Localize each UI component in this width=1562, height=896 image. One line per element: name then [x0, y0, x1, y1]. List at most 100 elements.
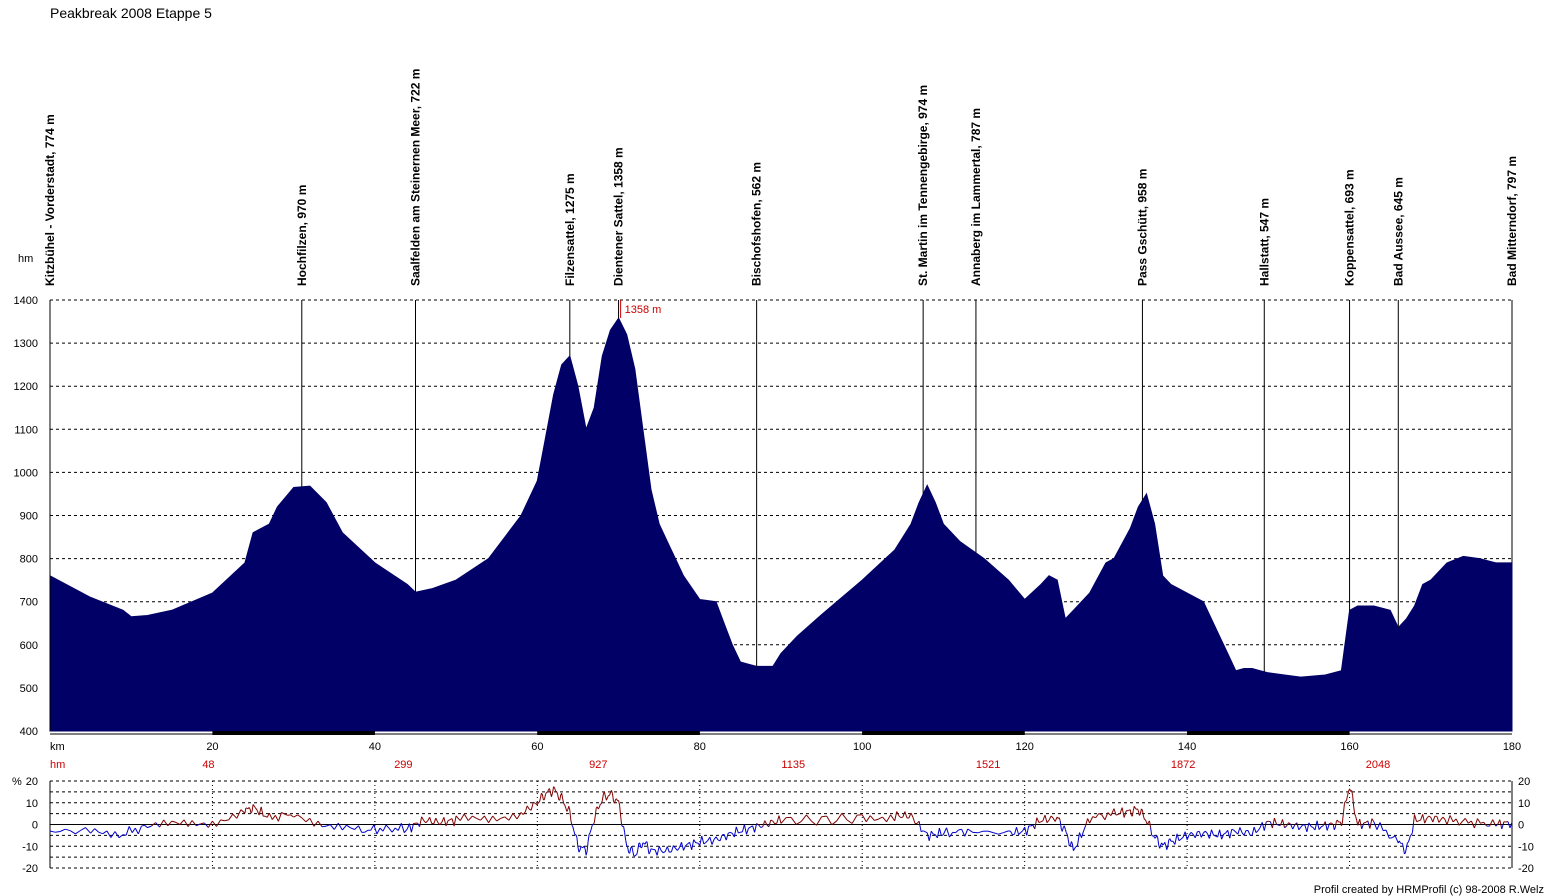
grade-segment [167, 820, 173, 827]
grade-segment [583, 845, 586, 849]
grade-segment [679, 842, 682, 848]
grade-segment [1048, 815, 1052, 821]
grade-segment [562, 798, 565, 804]
grade-segment [821, 815, 827, 818]
grade-segment [451, 818, 455, 827]
grade-segment [536, 802, 539, 805]
grade-segment [709, 836, 713, 845]
waypoint-label: Filzensattel, 1275 m [563, 173, 577, 286]
grade-segment [410, 823, 414, 833]
grade-segment [421, 816, 425, 821]
grade-segment [1145, 819, 1147, 823]
grade-segment [1473, 818, 1478, 829]
grade-segment [1300, 824, 1304, 828]
grade-segment [1016, 827, 1020, 835]
grade-tick-right: 20 [1518, 776, 1530, 788]
grade-segment [385, 824, 390, 829]
grade-segment [547, 789, 549, 793]
grade-segment [281, 811, 285, 815]
grade-segment [1346, 795, 1348, 801]
grade-segment [1069, 844, 1071, 847]
grade-segment [1334, 821, 1337, 828]
grade-segment [658, 845, 662, 851]
grade-segment [1190, 831, 1194, 835]
grade-segment [1436, 816, 1440, 823]
grade-segment [1198, 831, 1202, 838]
grade-segment [408, 823, 412, 833]
grade-segment [882, 816, 887, 823]
grade-segment [735, 826, 739, 834]
grade-segment [1411, 832, 1413, 835]
grade-segment [1489, 819, 1494, 827]
grade-segment [579, 846, 582, 851]
grade-segment [251, 804, 254, 812]
grade-segment [98, 831, 103, 835]
x-tick-label: 20 [206, 741, 218, 753]
grade-segment [1149, 820, 1152, 828]
grade-segment [1458, 821, 1463, 826]
grade-segment [561, 793, 564, 799]
y-tick-label: 800 [20, 554, 38, 566]
grade-segment [1188, 831, 1192, 836]
grade-segment [590, 825, 593, 830]
grade-segment [1083, 825, 1087, 832]
grade-segment [1038, 821, 1042, 823]
grade-segment [533, 801, 536, 804]
grade-segment [961, 829, 966, 837]
grade-segment [898, 815, 902, 819]
grade-segment [94, 828, 100, 833]
grade-segment [543, 794, 546, 800]
grade-segment [309, 818, 315, 827]
grade-segment [1213, 834, 1216, 837]
grade-segment [861, 814, 867, 822]
grade-segment [317, 820, 323, 828]
grade-segment [342, 824, 347, 831]
grade-segment [297, 814, 303, 819]
grade-segment [624, 832, 627, 841]
grade-segment [660, 850, 664, 854]
grade-segment [629, 847, 632, 854]
grade-segment [1353, 806, 1356, 814]
grade-segment [836, 813, 843, 822]
grade-segment [569, 809, 572, 821]
grade-segment [1407, 841, 1409, 844]
grade-segment [1296, 822, 1300, 830]
grade-segment [641, 842, 644, 848]
grade-segment [1363, 821, 1366, 824]
grade-segment [541, 792, 543, 795]
grade-segment [1157, 837, 1160, 846]
grade-segment [1143, 816, 1145, 820]
grade-segment [647, 848, 650, 855]
grade-segment [75, 830, 81, 835]
grade-segment [639, 843, 642, 848]
grade-segment [155, 822, 160, 828]
grade-segment [102, 830, 108, 835]
grade-segment [588, 832, 591, 835]
grade-segment [65, 828, 71, 832]
grade-segment [774, 822, 778, 825]
grade-tick-right: 10 [1518, 798, 1530, 810]
grade-segment [575, 834, 578, 838]
grade-segment [725, 833, 729, 841]
grade-segment [910, 812, 914, 818]
grade-segment [443, 817, 447, 827]
grade-segment [1446, 815, 1451, 825]
grade-segment [1133, 805, 1136, 809]
grade-segment [626, 845, 629, 848]
grade-segment [1176, 833, 1180, 841]
grade-segment [326, 824, 331, 827]
grade-segment [933, 833, 936, 836]
x-tick-label: 40 [369, 741, 381, 753]
y-tick-label: 1200 [14, 381, 38, 393]
grade-segment [1329, 822, 1332, 825]
grade-segment [874, 818, 879, 821]
hm-row-value: 1521 [976, 759, 1000, 771]
grade-segment [591, 823, 594, 826]
grade-segment [556, 791, 559, 795]
grade-segment [445, 820, 449, 827]
grade-segment [600, 800, 603, 804]
grade-segment [1385, 829, 1390, 839]
grade-segment [741, 824, 745, 833]
grade-segment [1404, 847, 1407, 854]
